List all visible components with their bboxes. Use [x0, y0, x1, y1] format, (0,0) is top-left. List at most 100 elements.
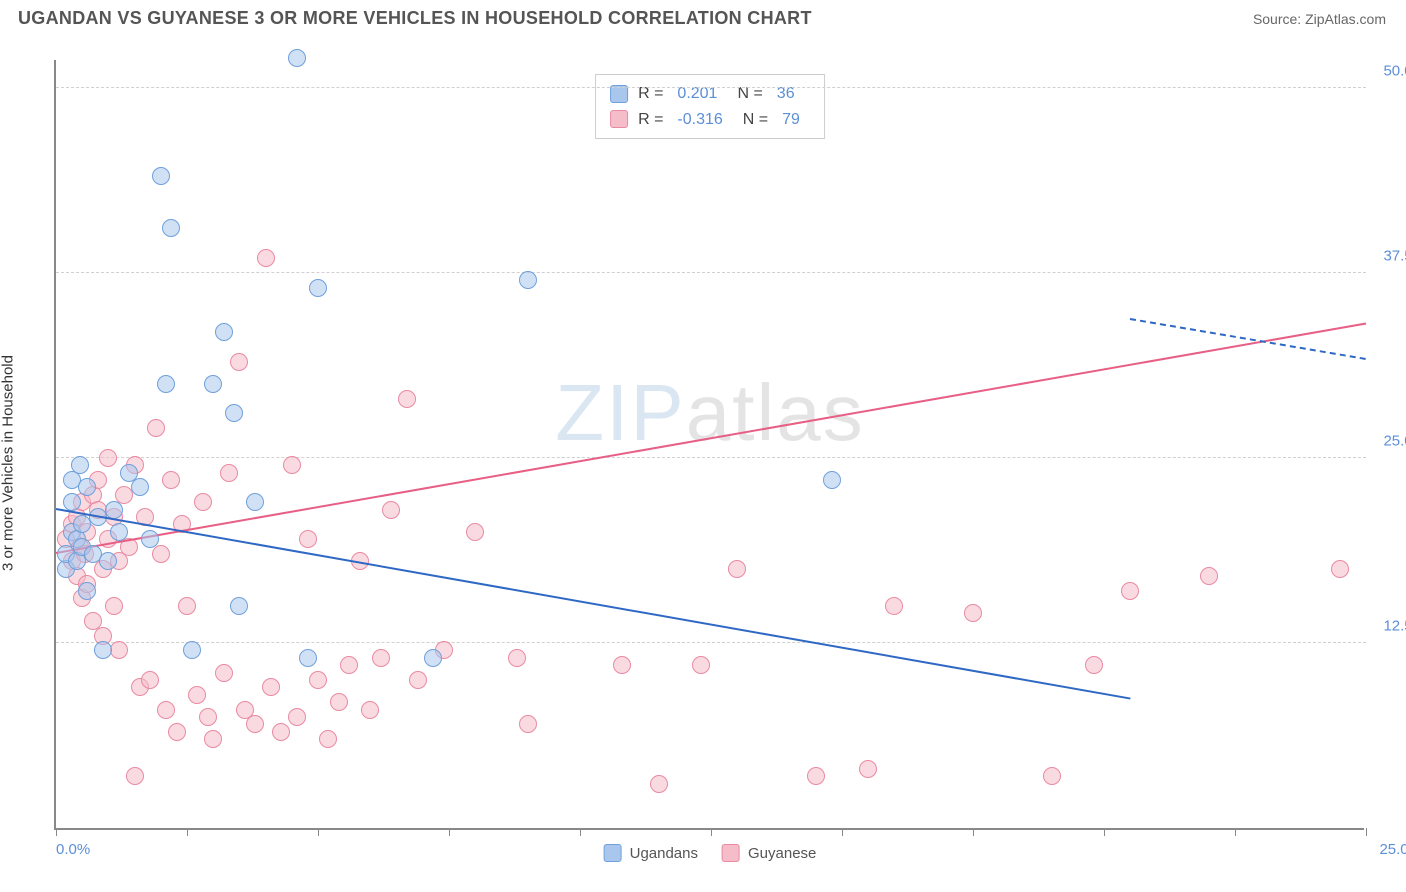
scatter-point-guyanese: [194, 493, 212, 511]
gridline-h: [56, 87, 1366, 88]
scatter-point-guyanese: [859, 760, 877, 778]
scatter-point-ugandans: [63, 493, 81, 511]
scatter-point-guyanese: [372, 649, 390, 667]
scatter-point-ugandans: [78, 478, 96, 496]
scatter-point-guyanese: [382, 501, 400, 519]
source-prefix: Source:: [1253, 11, 1305, 27]
scatter-point-guyanese: [613, 656, 631, 674]
scatter-point-guyanese: [157, 701, 175, 719]
regression-line-guyanese: [56, 323, 1366, 554]
x-tick: [580, 828, 581, 836]
scatter-point-guyanese: [230, 353, 248, 371]
watermark-part1: ZIP: [555, 368, 685, 457]
scatter-point-guyanese: [1121, 582, 1139, 600]
scatter-point-ugandans: [110, 523, 128, 541]
scatter-point-guyanese: [885, 597, 903, 615]
scatter-point-ugandans: [246, 493, 264, 511]
x-tick: [1104, 828, 1105, 836]
scatter-point-guyanese: [262, 678, 280, 696]
scatter-point-guyanese: [162, 471, 180, 489]
chart-container: 3 or more Vehicles in Household ZIPatlas…: [18, 46, 1388, 880]
stats-r-value: -0.316: [677, 107, 722, 133]
y-tick-label: 37.5%: [1383, 247, 1406, 264]
scatter-point-guyanese: [319, 730, 337, 748]
scatter-point-guyanese: [361, 701, 379, 719]
scatter-point-ugandans: [131, 478, 149, 496]
scatter-point-guyanese: [105, 597, 123, 615]
y-axis-label: 3 or more Vehicles in Household: [0, 355, 17, 571]
stats-r-label: R =: [638, 107, 663, 133]
stats-n-label: N =: [743, 107, 768, 133]
x-tick: [1366, 828, 1367, 836]
scatter-point-guyanese: [330, 693, 348, 711]
scatter-point-guyanese: [141, 671, 159, 689]
stats-n-value: 79: [782, 107, 800, 133]
legend-item: Ugandans: [604, 844, 698, 862]
plot-area: ZIPatlas R =0.201N =36R =-0.316N =79 Uga…: [54, 60, 1364, 830]
gridline-h: [56, 457, 1366, 458]
header-row: UGANDAN VS GUYANESE 3 OR MORE VEHICLES I…: [0, 0, 1406, 33]
scatter-point-guyanese: [204, 730, 222, 748]
scatter-point-ugandans: [299, 649, 317, 667]
scatter-point-ugandans: [215, 323, 233, 341]
watermark-part2: atlas: [686, 368, 865, 457]
scatter-point-guyanese: [283, 456, 301, 474]
scatter-point-guyanese: [178, 597, 196, 615]
scatter-point-guyanese: [1085, 656, 1103, 674]
scatter-point-guyanese: [1043, 767, 1061, 785]
scatter-point-ugandans: [157, 375, 175, 393]
scatter-point-guyanese: [508, 649, 526, 667]
legend-label: Ugandans: [630, 845, 698, 862]
scatter-point-ugandans: [230, 597, 248, 615]
scatter-point-ugandans: [204, 375, 222, 393]
x-tick-label-min: 0.0%: [56, 841, 90, 858]
scatter-point-guyanese: [1331, 560, 1349, 578]
scatter-point-ugandans: [309, 279, 327, 297]
stats-box: R = 0.201 N = 36 R = -0.316 N = 79: [595, 74, 825, 139]
scatter-point-guyanese: [99, 449, 117, 467]
scatter-point-guyanese: [409, 671, 427, 689]
gridline-h: [56, 272, 1366, 273]
scatter-point-guyanese: [692, 656, 710, 674]
scatter-point-guyanese: [964, 604, 982, 622]
scatter-point-guyanese: [246, 715, 264, 733]
x-tick: [318, 828, 319, 836]
x-tick: [449, 828, 450, 836]
scatter-point-guyanese: [110, 641, 128, 659]
legend-label: Guyanese: [748, 845, 816, 862]
scatter-point-ugandans: [99, 552, 117, 570]
stats-r-label: R =: [638, 81, 663, 107]
scatter-point-guyanese: [519, 715, 537, 733]
y-tick-label: 25.0%: [1383, 432, 1406, 449]
stats-row: R = 0.201 N = 36: [610, 81, 810, 107]
scatter-point-ugandans: [424, 649, 442, 667]
scatter-point-ugandans: [105, 501, 123, 519]
scatter-point-guyanese: [466, 523, 484, 541]
scatter-point-ugandans: [288, 49, 306, 67]
scatter-point-guyanese: [199, 708, 217, 726]
source-attribution: Source: ZipAtlas.com: [1253, 11, 1386, 27]
stats-r-value: 0.201: [677, 81, 717, 107]
scatter-point-ugandans: [183, 641, 201, 659]
regression-dash-ugandans: [1130, 318, 1366, 360]
scatter-point-ugandans: [225, 404, 243, 422]
stats-row: R = -0.316 N = 79: [610, 107, 810, 133]
scatter-point-guyanese: [1200, 567, 1218, 585]
gridline-h: [56, 642, 1366, 643]
stats-n-value: 36: [777, 81, 795, 107]
scatter-point-ugandans: [141, 530, 159, 548]
scatter-point-guyanese: [398, 390, 416, 408]
scatter-point-ugandans: [71, 456, 89, 474]
x-tick: [711, 828, 712, 836]
y-tick-label: 12.5%: [1383, 617, 1406, 634]
stats-n-label: N =: [737, 81, 762, 107]
scatter-point-guyanese: [126, 767, 144, 785]
scatter-point-guyanese: [299, 530, 317, 548]
scatter-point-guyanese: [272, 723, 290, 741]
stats-swatch: [610, 110, 628, 128]
y-tick-label: 50.0%: [1383, 62, 1406, 79]
x-tick: [187, 828, 188, 836]
x-tick-label-max: 25.0%: [1379, 841, 1406, 858]
scatter-point-guyanese: [188, 686, 206, 704]
scatter-point-guyanese: [309, 671, 327, 689]
